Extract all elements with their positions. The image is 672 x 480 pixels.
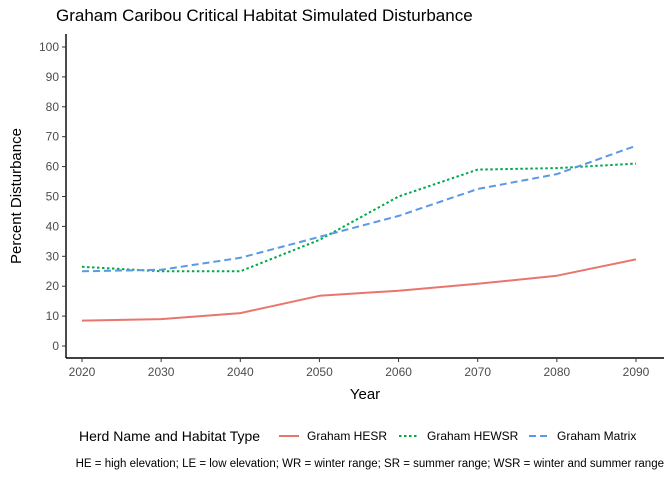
- y-tick-label: 30: [46, 249, 60, 263]
- x-tick-label: 2090: [623, 365, 650, 379]
- y-tick-label: 80: [46, 100, 60, 114]
- legend-label-1: Graham HESR: [307, 429, 387, 443]
- x-tick-label: 2040: [227, 365, 254, 379]
- legend-title: Herd Name and Habitat Type: [79, 428, 260, 444]
- caption-text: HE = high elevation; LE = low elevation;…: [75, 458, 664, 470]
- y-tick-label: 100: [39, 40, 59, 54]
- x-tick-label: 2070: [464, 365, 491, 379]
- y-tick-label: 20: [46, 279, 60, 293]
- x-tick-label: 2050: [306, 365, 333, 379]
- y-tick-label: 10: [46, 309, 60, 323]
- x-tick-label: 2060: [385, 365, 412, 379]
- x-axis-title: Year: [350, 386, 380, 403]
- x-tick-label: 2020: [69, 365, 96, 379]
- y-tick-label: 60: [46, 160, 60, 174]
- chart-caption: HE = high elevation; LE = low elevation;…: [0, 458, 672, 470]
- legend-label-2: Graham HEWSR: [427, 429, 519, 443]
- y-tick-label: 0: [52, 339, 59, 353]
- series-line-1: [81, 258, 637, 322]
- chart-title: Graham Caribou Critical Habitat Simulate…: [56, 6, 473, 25]
- series-line-3: [81, 144, 637, 273]
- legend-label-3: Graham Matrix: [557, 429, 636, 443]
- y-tick-label: 90: [46, 70, 60, 84]
- x-tick-label: 2080: [544, 365, 571, 379]
- y-tick-label: 70: [46, 130, 60, 144]
- y-tick-label: 40: [46, 219, 60, 233]
- series-line-2: [81, 162, 637, 273]
- y-tick-label: 50: [46, 190, 60, 204]
- x-tick-label: 2030: [148, 365, 175, 379]
- y-axis-title: Percent Disturbance: [8, 128, 25, 264]
